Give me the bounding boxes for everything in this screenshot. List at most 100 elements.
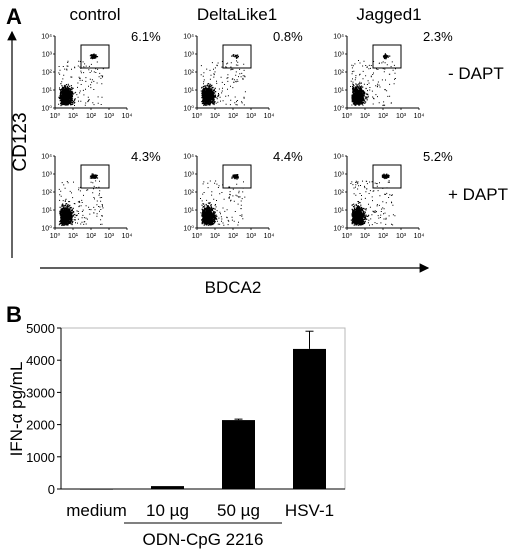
flow-plot-y-tick-label: 10⁴ [41,154,52,161]
bar [222,420,255,489]
flow-plot-y-tick-label: 10³ [42,172,53,179]
bar-category-label: 10 µg [146,501,189,520]
flow-plot-events [200,174,246,226]
flow-plot-y-tick-label: 10⁰ [41,225,52,233]
flow-plot-y-tick-label: 10¹ [184,88,195,95]
column-label-deltalike1: DeltaLike1 [197,5,277,24]
row-label-minus-dapt: - DAPT [448,64,504,83]
flow-plot-x-tick-label: 10² [86,233,97,240]
gate-percent-label: 0.8% [273,29,303,44]
flow-plot-x-tick-label: 10⁰ [50,232,61,240]
flow-plot-y-tick-label: 10² [334,190,345,197]
bar [80,488,113,490]
gate-percent-label: 6.1% [131,29,161,44]
flow-plot-y-tick-label: 10¹ [42,88,53,95]
column-label-control: control [69,5,120,24]
flow-plot-events [350,53,396,106]
flow-plot-y-tick-label: 10³ [184,52,195,59]
flow-plot-x-tick-label: 10² [378,113,389,120]
gate-percent-label: 4.3% [131,149,161,164]
flow-plot-y-tick-label: 10¹ [184,208,195,215]
flow-plot-y-tick-label: 10² [42,70,53,77]
bar-y-tick-label: 3000 [26,385,55,400]
flow-plot-x-tick-label: 10³ [104,233,115,240]
flow-plots: 10⁰10⁰10¹10¹10²10²10³10³10⁴10⁴6.1%10⁰10⁰… [41,29,453,240]
flow-plot-y-tick-label: 10³ [334,52,345,59]
gate-percent-label: 4.4% [273,149,303,164]
flow-plot-events [58,173,104,226]
bar-chart: 0 1000 2000 3000 4000 5000 medium 10 µg 50 µg HSV… [26,321,346,520]
bar-y-axis-label: IFN-α pg/mL [7,362,26,457]
gate-box [80,44,110,69]
flow-plot-y-tick-label: 10⁰ [333,225,344,233]
flow-plot-y-tick-label: 10¹ [42,208,53,215]
flow-plot-y-tick-label: 10¹ [334,208,345,215]
flow-plot-x-tick-label: 10³ [246,233,257,240]
y-axis-label: CD123 [10,112,31,171]
flow-plot-x-tick-label: 10³ [396,113,407,120]
flow-plot-x-tick-label: 10⁰ [192,112,203,120]
flow-plot-events [58,53,104,107]
gate-percent-label: 5.2% [423,149,453,164]
gate-box [372,44,402,69]
flow-plot-y-tick-label: 10⁰ [333,105,344,113]
panel-b-label: B [6,302,22,327]
flow-plot-y-tick-label: 10² [42,190,53,197]
flow-plot-x-tick-label: 10⁴ [264,233,275,240]
gate-box [222,44,252,69]
flow-plot-x-tick-label: 10¹ [68,113,79,120]
bar-y-tick-label: 2000 [26,418,55,433]
flow-plot-y-tick-label: 10³ [42,52,53,59]
flow-plot-x-tick-label: 10⁴ [122,233,133,240]
gate-box [372,164,402,189]
flow-plot-y-tick-label: 10⁴ [333,34,344,41]
flow-plot-y-tick-label: 10⁴ [333,154,344,161]
flow-plot-x-tick-label: 10² [228,233,239,240]
panel-b: B IFN-α pg/mL 0 1000 2000 3000 4000 5000 mediu… [6,302,346,549]
bar [151,486,184,489]
column-label-jagged1: Jagged1 [356,5,421,24]
bar-y-tick-label: 4000 [26,353,55,368]
flow-plot-y-tick-label: 10³ [334,172,345,179]
flow-plot-x-tick-label: 10¹ [360,113,371,120]
row-label-plus-dapt: + DAPT [448,185,508,204]
flow-plot-x-tick-label: 10¹ [360,233,371,240]
bar-y-tick-label: 0 [48,482,55,497]
flow-plot-y-tick-label: 10⁰ [183,105,194,113]
flow-plot-x-tick-label: 10³ [396,233,407,240]
flow-plot-x-tick-label: 10⁰ [192,232,203,240]
flow-plot-y-tick-label: 10⁰ [41,105,52,113]
flow-plot-x-tick-label: 10¹ [210,113,221,120]
bar-category-label: HSV-1 [285,501,334,520]
flow-plot-x-tick-label: 10⁰ [342,112,353,120]
flow-plot-x-tick-label: 10² [228,113,239,120]
flow-plot-events [350,173,396,226]
flow-plot-x-tick-label: 10⁴ [414,233,425,240]
flow-plot-x-tick-label: 10² [378,233,389,240]
panel-a-label: A [6,4,22,29]
flow-plot-x-tick-label: 10¹ [210,233,221,240]
flow-plot-x-tick-label: 10⁰ [50,112,61,120]
flow-plot-y-tick-label: 10² [334,70,345,77]
flow-plot-x-tick-label: 10⁰ [342,232,353,240]
bar-y-tick-label: 5000 [26,321,55,336]
panel-a: A control DeltaLike1 Jagged1 - DAPT + DA… [6,4,508,297]
flow-plot-y-tick-label: 10⁴ [183,34,194,41]
gate-box [222,164,252,189]
group-label: ODN-CpG 2216 [143,530,264,549]
gate-percent-label: 2.3% [423,29,453,44]
gate-box [80,164,110,189]
flow-plot-events [200,54,246,106]
flow-plot-x-tick-label: 10³ [104,113,115,120]
flow-plot-y-tick-label: 10³ [184,172,195,179]
flow-plot-y-tick-label: 10⁰ [183,225,194,233]
flow-plot-x-tick-label: 10⁴ [122,113,133,120]
bar-y-tick-label: 1000 [26,450,55,465]
flow-plot-y-tick-label: 10² [184,70,195,77]
x-axis-label: BDCA2 [205,278,262,297]
